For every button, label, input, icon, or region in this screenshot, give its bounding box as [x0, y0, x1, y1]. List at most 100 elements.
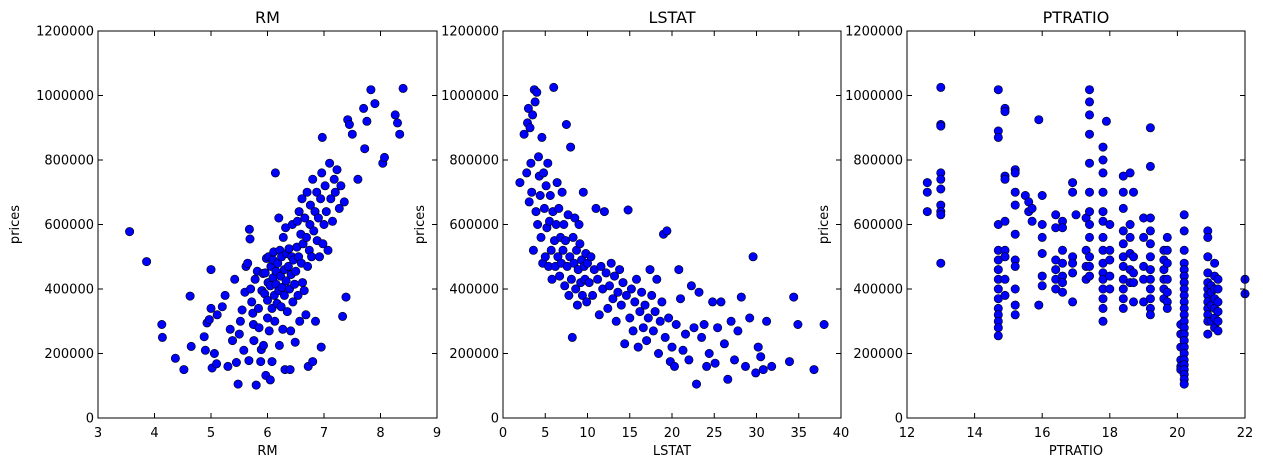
- data-point: [689, 323, 699, 333]
- data-point: [323, 245, 333, 255]
- y-tick-label: 1000000: [845, 89, 903, 104]
- data-point: [309, 226, 319, 236]
- data-point: [301, 310, 311, 320]
- data-point: [678, 345, 688, 355]
- data-point: [254, 303, 264, 313]
- data-point: [1068, 258, 1078, 268]
- data-point: [1179, 379, 1189, 389]
- data-point: [596, 261, 606, 271]
- data-point: [565, 252, 575, 262]
- data-point: [1027, 216, 1037, 226]
- data-point: [1068, 187, 1078, 197]
- y-tick-label: 1200000: [36, 25, 94, 40]
- data-point: [199, 332, 209, 342]
- y-tick-label: 400000: [449, 283, 499, 298]
- data-point: [326, 194, 336, 204]
- data-point: [1098, 187, 1108, 197]
- data-point: [1034, 115, 1044, 125]
- data-point: [256, 357, 266, 367]
- data-point: [217, 302, 227, 312]
- data-point: [1203, 329, 1213, 339]
- data-point: [390, 110, 400, 120]
- data-point: [260, 268, 270, 278]
- data-point: [1037, 249, 1047, 259]
- data-point: [293, 290, 303, 300]
- data-point: [1000, 252, 1010, 262]
- data-point: [360, 144, 370, 154]
- data-point: [618, 278, 628, 288]
- data-point: [577, 290, 587, 300]
- data-point: [554, 203, 564, 213]
- x-tick-label: 0: [499, 426, 507, 441]
- data-point: [606, 258, 616, 268]
- data-point: [274, 340, 284, 350]
- data-point: [567, 332, 577, 342]
- data-point: [653, 348, 663, 358]
- data-point: [599, 207, 609, 217]
- data-point: [228, 336, 238, 346]
- data-point: [1162, 303, 1172, 313]
- data-point: [528, 110, 538, 120]
- data-point: [223, 361, 233, 371]
- data-point: [616, 300, 626, 310]
- data-point: [536, 232, 546, 242]
- data-point: [307, 252, 317, 262]
- data-point: [1145, 252, 1155, 262]
- data-point: [620, 339, 630, 349]
- data-point: [314, 252, 324, 262]
- chart-title: LSTAT: [648, 8, 695, 27]
- data-point: [1118, 187, 1128, 197]
- data-point: [922, 178, 932, 188]
- data-point: [630, 297, 640, 307]
- data-point: [593, 274, 603, 284]
- data-point: [225, 324, 235, 334]
- x-tick-label: 20: [1169, 426, 1186, 441]
- data-point: [1105, 245, 1115, 255]
- data-point: [637, 287, 647, 297]
- data-point: [1010, 229, 1020, 239]
- data-point: [936, 184, 946, 194]
- data-point: [1118, 284, 1128, 294]
- data-point: [312, 187, 322, 197]
- data-point: [1098, 316, 1108, 326]
- y-tick-label: 1200000: [441, 25, 499, 40]
- data-point: [552, 178, 562, 188]
- data-point: [633, 342, 643, 352]
- data-point: [1203, 232, 1213, 242]
- data-point: [295, 316, 305, 326]
- data-point: [317, 168, 327, 178]
- data-point: [204, 315, 214, 325]
- data-point: [341, 292, 351, 302]
- data-point: [288, 297, 298, 307]
- data-point: [316, 194, 326, 204]
- plot-frame: [97, 30, 438, 419]
- data-point: [936, 121, 946, 131]
- data-point: [604, 281, 614, 291]
- data-point: [603, 303, 613, 313]
- data-point: [733, 326, 743, 336]
- data-point: [284, 244, 294, 254]
- data-point: [245, 234, 255, 244]
- data-point: [736, 292, 746, 302]
- data-point: [758, 365, 768, 375]
- data-point: [1098, 168, 1108, 178]
- data-point: [569, 258, 579, 268]
- data-point: [793, 319, 803, 329]
- data-point: [601, 268, 611, 278]
- x-tick-label: 12: [899, 426, 916, 441]
- data-point: [1010, 300, 1020, 310]
- data-point: [526, 158, 536, 168]
- data-point: [582, 297, 592, 307]
- data-point: [756, 352, 766, 362]
- data-point: [664, 313, 674, 323]
- data-point: [270, 316, 280, 326]
- data-point: [740, 361, 750, 371]
- data-point: [762, 316, 772, 326]
- x-axis-label: RM: [257, 444, 277, 459]
- data-point: [645, 265, 655, 275]
- data-point: [347, 129, 357, 139]
- data-point: [262, 313, 272, 323]
- data-point: [1010, 310, 1020, 320]
- x-tick-label: 40: [833, 426, 850, 441]
- data-point: [1118, 239, 1128, 249]
